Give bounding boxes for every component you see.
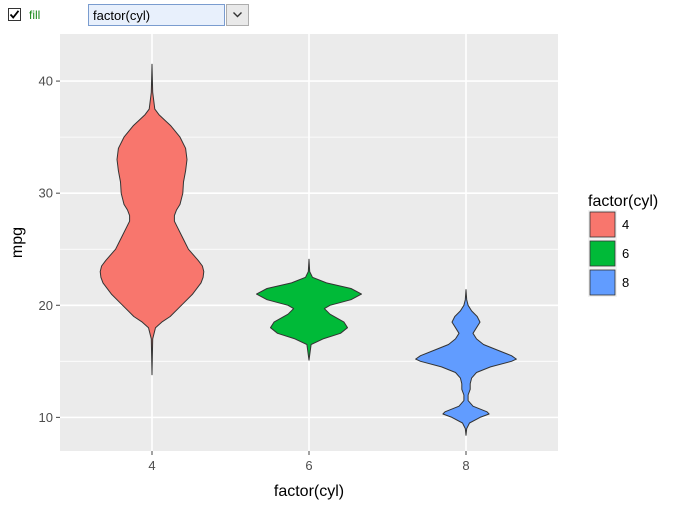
violin-6 (256, 258, 362, 361)
y-axis-label: mpg (9, 227, 26, 258)
violin-plot: 10 20 30 40 4 6 8 mpg factor(cyl) factor(cyl)… (9, 34, 658, 500)
legend-label-8: 8 (622, 275, 629, 290)
legend: factor(cyl) 4 6 8 (588, 193, 658, 297)
aesthetic-combobox[interactable] (88, 4, 249, 26)
violin-4 (99, 63, 205, 376)
y-tick-label: 30 (39, 186, 53, 201)
x-axis-label: factor(cyl) (274, 483, 344, 500)
y-tick-label: 10 (39, 410, 53, 425)
legend-title: factor(cyl) (588, 193, 658, 210)
legend-swatch-4 (589, 211, 616, 238)
violin-8 (415, 289, 517, 436)
y-tick-label: 20 (39, 298, 53, 313)
checkmark-icon (9, 10, 20, 19)
legend-label-4: 4 (622, 217, 629, 232)
x-tick-label: 6 (305, 458, 312, 473)
legend-swatch-6 (589, 240, 616, 267)
aesthetic-select-dropdown-button[interactable] (226, 4, 249, 26)
legend-swatch-8 (589, 269, 616, 296)
fill-checkbox-label[interactable]: fill (29, 8, 41, 22)
chevron-down-icon (233, 12, 242, 18)
aesthetic-select-input[interactable] (88, 4, 225, 26)
x-axis: 4 6 8 (148, 451, 470, 473)
y-tick-label: 40 (39, 74, 53, 89)
x-tick-label: 4 (148, 458, 155, 473)
y-axis: 10 20 30 40 (39, 74, 60, 425)
legend-label-6: 6 (622, 246, 629, 261)
violin-layer (99, 63, 517, 436)
x-tick-label: 8 (462, 458, 469, 473)
fill-checkbox[interactable] (8, 8, 21, 21)
toolbar: fill (0, 0, 677, 34)
